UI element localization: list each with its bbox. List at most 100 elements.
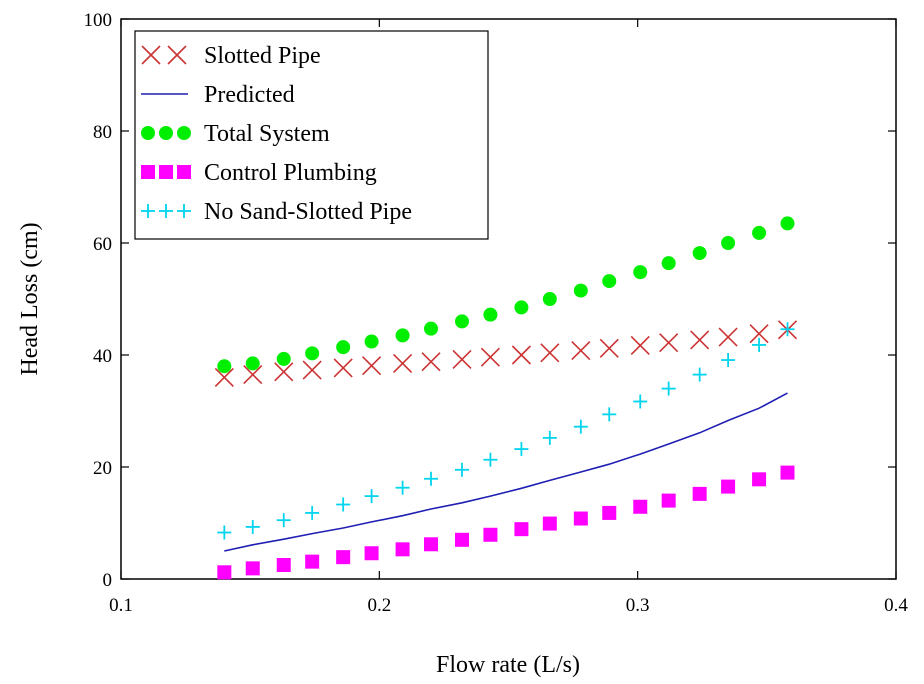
x-axis-title: Flow rate (L/s) (436, 652, 580, 678)
y-tick-label: 80 (93, 122, 112, 143)
legend-label: No Sand-Slotted Pipe (204, 199, 412, 225)
data-point-slotted-pipe (599, 338, 619, 358)
legend: Slotted Pipe Predicted Total System Control… (134, 30, 489, 240)
y-tick-label: 100 (84, 10, 113, 31)
legend-swatch (177, 165, 191, 179)
data-point-control-plumbing (336, 550, 351, 565)
data-point-total-system (336, 340, 351, 355)
series-total-system (217, 216, 795, 374)
data-point-slotted-pipe-stroke (480, 347, 500, 367)
data-point-slotted-pipe (718, 327, 738, 347)
data-point-total-system (602, 274, 617, 289)
data-point-slotted-pipe-stroke (599, 338, 619, 358)
data-point-control-plumbing (692, 486, 707, 501)
data-point-control-plumbing (542, 516, 557, 531)
data-point-slotted-pipe-stroke (511, 345, 531, 365)
y-tick-label: 0 (103, 570, 113, 591)
legend-item-slotted-pipe: Slotted Pipe (141, 43, 321, 69)
data-point-slotted-pipe-stroke (659, 333, 679, 353)
data-point-slotted-pipe (421, 352, 441, 372)
legend-label: Control Plumbing (204, 160, 377, 186)
data-point-no-sand-slotted-pipe (573, 419, 588, 434)
data-point-total-system (276, 351, 291, 366)
y-tick-label: 40 (93, 346, 112, 367)
legend-swatch (141, 45, 161, 65)
data-point-slotted-pipe-stroke (274, 362, 294, 382)
data-point-no-sand-slotted-pipe (217, 525, 232, 540)
data-point-total-system (483, 307, 498, 322)
data-point-total-system (245, 356, 260, 371)
data-point-slotted-pipe (659, 333, 679, 353)
data-point-slotted-pipe-stroke (540, 343, 560, 363)
data-point-no-sand-slotted-pipe (424, 471, 438, 486)
data-point-no-sand-slotted-pipe (364, 489, 379, 504)
legend-swatch-stroke (167, 45, 187, 65)
data-point-control-plumbing (573, 511, 588, 526)
data-point-total-system (752, 225, 767, 240)
data-point-slotted-pipe (480, 347, 500, 367)
legend-item-no-sand-slotted-pipe: No Sand-Slotted Pipe (141, 199, 412, 225)
data-point-control-plumbing (217, 565, 232, 580)
data-point-control-plumbing (514, 522, 529, 537)
legend-swatch (177, 126, 191, 140)
series-control-plumbing (217, 465, 795, 580)
data-point-slotted-pipe (540, 343, 560, 363)
data-point-no-sand-slotted-pipe (633, 394, 648, 409)
data-point-total-system (542, 292, 557, 306)
data-point-no-sand-slotted-pipe (780, 322, 795, 337)
data-point-total-system (395, 328, 410, 343)
data-point-total-system (573, 283, 588, 298)
x-tick-label: 0.3 (626, 595, 650, 616)
data-point-slotted-pipe (452, 349, 472, 370)
x-tick-label: 0.1 (109, 595, 133, 616)
legend-box (134, 30, 489, 240)
data-point-slotted-pipe-stroke (452, 349, 472, 370)
legend-swatch (167, 45, 187, 65)
data-point-total-system (661, 256, 676, 271)
data-point-no-sand-slotted-pipe (692, 367, 707, 382)
legend-swatch (159, 204, 173, 218)
data-point-total-system (424, 321, 438, 336)
data-point-total-system (514, 300, 529, 315)
data-point-control-plumbing (455, 532, 469, 547)
data-point-slotted-pipe-stroke (362, 356, 382, 376)
data-point-control-plumbing (752, 472, 767, 487)
data-point-no-sand-slotted-pipe (721, 353, 736, 368)
data-point-slotted-pipe-stroke (749, 324, 769, 344)
data-point-no-sand-slotted-pipe (276, 513, 291, 528)
data-point-slotted-pipe-stroke (421, 352, 441, 372)
data-point-slotted-pipe (243, 365, 263, 385)
data-point-control-plumbing (245, 561, 260, 576)
data-point-slotted-pipe (274, 362, 294, 382)
data-point-control-plumbing (424, 537, 438, 552)
data-point-slotted-pipe-stroke (571, 340, 591, 361)
series-slotted-pipe (214, 320, 798, 387)
data-point-no-sand-slotted-pipe (514, 442, 529, 457)
y-axis-title: Head Loss (cm) (17, 222, 43, 375)
x-tick-label: 0.4 (884, 595, 908, 616)
data-point-slotted-pipe-stroke (393, 353, 413, 373)
series-line-predicted (224, 392, 788, 552)
data-point-no-sand-slotted-pipe (455, 462, 469, 477)
legend-item-total-system: Total System (141, 121, 330, 147)
data-point-control-plumbing (661, 493, 676, 508)
plot-frame (120, 18, 897, 580)
data-point-total-system (692, 246, 707, 261)
series-predicted (224, 392, 788, 552)
legend-swatch (141, 126, 155, 140)
data-point-slotted-pipe (511, 345, 531, 365)
data-point-no-sand-slotted-pipe (602, 407, 617, 422)
legend-item-predicted: Predicted (141, 82, 295, 108)
data-point-slotted-pipe (333, 358, 353, 378)
data-point-no-sand-slotted-pipe (483, 452, 498, 467)
data-point-slotted-pipe (393, 353, 413, 373)
data-point-total-system (305, 346, 320, 361)
x-tick-label: 0.2 (367, 595, 391, 616)
legend-label: Predicted (204, 82, 295, 108)
series-layer (214, 216, 798, 580)
data-point-total-system (633, 265, 648, 280)
data-point-total-system (217, 359, 232, 374)
legend-swatch (141, 204, 155, 218)
data-point-control-plumbing (780, 465, 795, 480)
